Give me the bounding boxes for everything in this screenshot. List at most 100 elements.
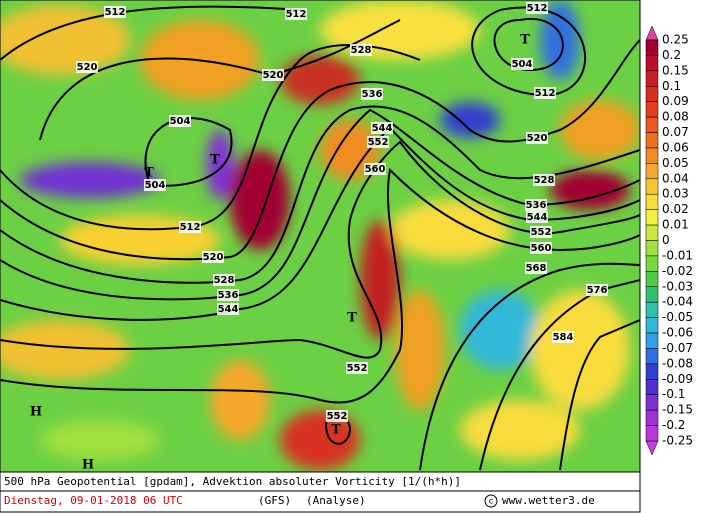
footer-date: Dienstag, 09-01-2018 06 UTC xyxy=(4,494,183,507)
contour-label: 536 xyxy=(526,200,547,211)
low-marker: T xyxy=(144,166,154,181)
legend-label: -0.15 xyxy=(662,403,693,417)
legend-label: 0.07 xyxy=(662,125,689,139)
contour-label-bg xyxy=(526,132,548,144)
contour-label-bg xyxy=(326,410,348,422)
contour-label-bg xyxy=(361,88,383,100)
contour-label-bg xyxy=(76,61,98,73)
legend-label: 0.04 xyxy=(662,171,689,185)
contour-label: 528 xyxy=(534,175,555,186)
contour-label: 512 xyxy=(527,3,548,14)
contour-label: 536 xyxy=(362,89,383,100)
legend-swatch xyxy=(645,240,659,257)
contour-label-bg xyxy=(534,87,556,99)
contour-label-bg xyxy=(364,163,386,175)
legend-label: 0 xyxy=(662,233,670,247)
legend-swatch xyxy=(645,209,659,226)
low-marker: T xyxy=(347,311,357,326)
legend-label: 0.2 xyxy=(662,48,681,62)
contour-label: 528 xyxy=(214,275,235,286)
legend-swatch xyxy=(645,301,659,318)
contour-label-bg xyxy=(525,199,547,211)
high-marker: H xyxy=(30,405,42,420)
legend-swatch xyxy=(645,363,659,380)
contour-label: 536 xyxy=(218,290,239,301)
contour-label: 544 xyxy=(218,304,239,315)
contour-label: 504 xyxy=(170,116,191,127)
footer-frame xyxy=(0,471,641,513)
low-marker: T xyxy=(520,33,530,48)
legend-swatch xyxy=(645,425,659,442)
footer-model: (GFS) xyxy=(258,494,291,507)
legend-swatch xyxy=(645,147,659,164)
contour-label-bg xyxy=(217,289,239,301)
legend-label: -0.25 xyxy=(662,434,693,448)
contour-label: 584 xyxy=(553,332,574,343)
legend-label: -0.01 xyxy=(662,248,693,262)
legend-label: 0.1 xyxy=(662,79,681,93)
legend-label: 0.03 xyxy=(662,187,689,201)
contour-label: 512 xyxy=(286,9,307,20)
legend-swatch xyxy=(645,39,659,56)
legend-label: 0.08 xyxy=(662,110,689,124)
legend-label: 0.05 xyxy=(662,156,689,170)
legend-label: -0.03 xyxy=(662,279,693,293)
legend-label: 0.25 xyxy=(662,33,689,47)
legend-swatch xyxy=(645,70,659,87)
contour-label: 520 xyxy=(203,252,224,263)
contour-label: 544 xyxy=(372,123,393,134)
contour-label-bg xyxy=(530,226,552,238)
contour-label: 552 xyxy=(327,411,348,422)
legend-label: -0.04 xyxy=(662,295,693,309)
legend-label: -0.05 xyxy=(662,310,693,324)
contour-label-bg xyxy=(526,211,548,223)
contours xyxy=(0,5,640,471)
contour-label: 544 xyxy=(527,212,548,223)
contour-label: 512 xyxy=(535,88,556,99)
contour-label-bg xyxy=(526,2,548,14)
contour-label: 528 xyxy=(351,45,372,56)
legend-label: -0.08 xyxy=(662,356,693,370)
contour-label-bg xyxy=(346,362,368,374)
contour-label-bg xyxy=(262,69,284,81)
legend-swatch xyxy=(645,379,659,395)
contour-label-bg xyxy=(552,331,574,343)
legend-swatch xyxy=(645,224,659,241)
contour-label-bg xyxy=(169,115,191,127)
footer-title: 500 hPa Geopotential [gpdam], Advektion … xyxy=(4,475,461,488)
legend-label: -0.2 xyxy=(662,418,685,432)
contour-label-bg xyxy=(144,179,166,191)
contour-label: 552 xyxy=(531,227,552,238)
legend-label: -0.02 xyxy=(662,264,693,278)
contour-label: 504 xyxy=(512,59,533,70)
legend-swatch xyxy=(645,317,659,334)
legend-swatch xyxy=(645,86,659,102)
contour-label-bg xyxy=(285,8,307,20)
legend-swatch xyxy=(645,132,659,149)
contour-label-bg xyxy=(530,242,552,254)
contour-label-bg xyxy=(217,303,239,315)
legend-swatch xyxy=(645,271,659,288)
legend-swatch xyxy=(645,394,659,411)
legend-label: 0.15 xyxy=(662,63,689,77)
legend-swatch xyxy=(645,163,659,180)
low-marker: T xyxy=(210,153,220,168)
contour-label: 520 xyxy=(263,70,284,81)
legend-swatch xyxy=(645,348,659,365)
contour-label-bg xyxy=(525,262,547,274)
contour-label: 560 xyxy=(365,164,386,175)
contour-label: 576 xyxy=(587,285,608,296)
contour-label-bg xyxy=(371,122,393,134)
legend-label: -0.09 xyxy=(662,372,693,386)
legend-swatch xyxy=(645,101,659,118)
contour-label: 504 xyxy=(145,180,166,191)
legend-swatch xyxy=(645,255,659,272)
contour-label: 512 xyxy=(105,7,126,18)
legend-swatch xyxy=(645,193,659,210)
contour-label-bg xyxy=(511,58,533,70)
contour-label: 512 xyxy=(180,222,201,233)
legend-label: 0.01 xyxy=(662,218,689,232)
contour-label-bg xyxy=(350,44,372,56)
